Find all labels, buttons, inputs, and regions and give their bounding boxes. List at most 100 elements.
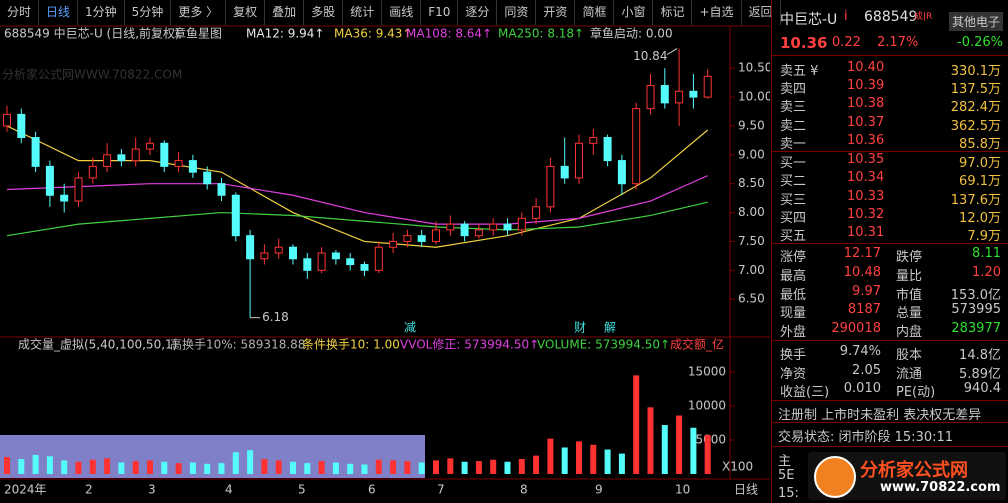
book-price: 10.38 — [847, 96, 885, 111]
ma-line — [6, 175, 708, 225]
volume-bar — [332, 462, 339, 474]
candle-body — [3, 113, 11, 127]
stock-code: 688549 — [864, 9, 918, 25]
candle-body — [260, 252, 269, 260]
book-price: 10.32 — [847, 207, 885, 222]
toolbar-button[interactable]: 画线 — [382, 0, 422, 25]
toolbar-button[interactable]: 同资 — [497, 0, 537, 25]
tick-row: 5E — [778, 468, 795, 483]
volume-bar — [261, 459, 268, 474]
volume-bar — [647, 407, 654, 474]
sector-pct: -0.26% — [957, 35, 1003, 50]
stat-value: 940.4 — [963, 381, 1001, 396]
stat-label: 跌停 — [896, 250, 923, 265]
logo-url: www.70822.com — [880, 480, 1001, 495]
toolbar-button[interactable]: 5分钟 — [125, 0, 172, 25]
volume-bar — [75, 461, 82, 474]
stat-label: 量比 — [896, 269, 923, 284]
stat-label: 最高 — [780, 269, 807, 284]
toolbar-button[interactable]: 多股 — [304, 0, 344, 25]
volume-bar — [590, 444, 597, 474]
y-tick-label: 10.00 — [738, 90, 770, 104]
logo-mark — [814, 456, 856, 498]
candle-body — [532, 206, 541, 219]
candle-body — [575, 142, 583, 179]
ma-legend: MA36: 9.43↑ — [334, 27, 412, 41]
volume-bar — [347, 463, 354, 474]
stat-label: 净资 — [780, 367, 807, 382]
toolbar: 分时 日线 1分钟 5分钟 更多 〉复权 叠加 多股 统计 画线 F10 逐分 同资 开资 简框 小窗 标记 +… — [0, 0, 781, 26]
candle-body — [417, 235, 426, 242]
candle-body — [160, 142, 169, 167]
logo: 分析家公式网 www.70822.com — [808, 452, 1006, 500]
book-label: 买一 — [780, 156, 807, 171]
book-size: 282.4万 — [950, 100, 1001, 115]
candle-body — [188, 160, 197, 173]
y-tick-label: 10.50 — [738, 61, 770, 75]
book-price: 10.36 — [847, 133, 885, 148]
ma-line — [6, 201, 708, 237]
volume-bar — [46, 456, 53, 474]
candle-body — [174, 160, 183, 167]
volume-bar — [361, 464, 368, 474]
toolbar-button[interactable]: 标记 — [653, 0, 693, 25]
toolbar-button[interactable]: 统计 — [343, 0, 383, 25]
volume-bar — [175, 463, 182, 474]
x-tick-label: 10 — [675, 483, 690, 497]
toolbar-button[interactable]: 更多 〉 — [171, 0, 227, 25]
volume-bar — [618, 453, 625, 474]
sector-name: 其他电子 — [949, 12, 1004, 31]
candle-body — [546, 165, 555, 208]
toolbar-button[interactable]: 小窗 — [614, 0, 654, 25]
volume-bar — [447, 458, 454, 474]
volume-bar — [676, 415, 683, 474]
volume-bar — [318, 461, 325, 474]
y-tick-label: 15000 — [688, 365, 726, 379]
stat-label: 内盘 — [896, 325, 923, 340]
period-label: 日线 — [734, 483, 758, 497]
candle-body — [646, 85, 655, 110]
candle-body — [489, 223, 498, 231]
candle-body — [389, 240, 398, 248]
book-price: 10.35 — [847, 152, 885, 167]
book-label: 卖一 — [780, 137, 807, 152]
toolbar-button[interactable]: 分时 — [0, 0, 40, 25]
volume-bar — [189, 462, 196, 474]
price-pct: 2.17% — [877, 35, 919, 50]
toolbar-button[interactable]: 1分钟 — [78, 0, 125, 25]
toolbar-button[interactable]: 返回 — [742, 0, 781, 25]
toolbar-button[interactable]: +自选 — [692, 0, 742, 25]
book-price: 10.31 — [847, 225, 885, 240]
volume-bar — [161, 461, 168, 474]
security-title: 688549 中巨芯-U (日线,前复权) — [4, 26, 180, 41]
book-label: 买三 — [780, 193, 807, 208]
book-size: 97.0万 — [959, 156, 1001, 171]
toolbar-button[interactable]: 开资 — [536, 0, 576, 25]
candle-body — [503, 223, 512, 231]
book-size: 69.1万 — [959, 174, 1001, 189]
volume-bar — [89, 459, 96, 474]
toolbar-button[interactable]: 逐分 — [458, 0, 498, 25]
stat-value: 9.74% — [839, 344, 881, 359]
volume-bar — [504, 461, 511, 474]
volume-bar — [633, 375, 640, 474]
volume-legend: VOLUME: 573994.50↑ — [537, 338, 670, 352]
separator — [772, 243, 1008, 244]
stat-label: 流通 — [896, 367, 923, 382]
candle-body — [303, 258, 312, 271]
toolbar-button[interactable]: 日线 — [39, 0, 79, 25]
stock-name: 中巨芯-U — [780, 12, 838, 28]
candle-body — [146, 142, 154, 150]
toolbar-button[interactable]: 复权 — [226, 0, 266, 25]
candle-body — [74, 177, 83, 202]
toolbar-button[interactable]: 叠加 — [265, 0, 305, 25]
candle-body — [603, 137, 612, 162]
toolbar-button[interactable]: 简框 — [575, 0, 615, 25]
candle-body — [88, 165, 97, 179]
book-label: 买五 — [780, 229, 807, 244]
toolbar-button[interactable]: F10 — [421, 0, 459, 25]
indicator-value: 章鱼启动: 0.00 — [590, 26, 673, 41]
x-tick-label: 8 — [520, 483, 528, 497]
candle-body — [60, 194, 69, 202]
x-tick-label: 3 — [148, 483, 156, 497]
